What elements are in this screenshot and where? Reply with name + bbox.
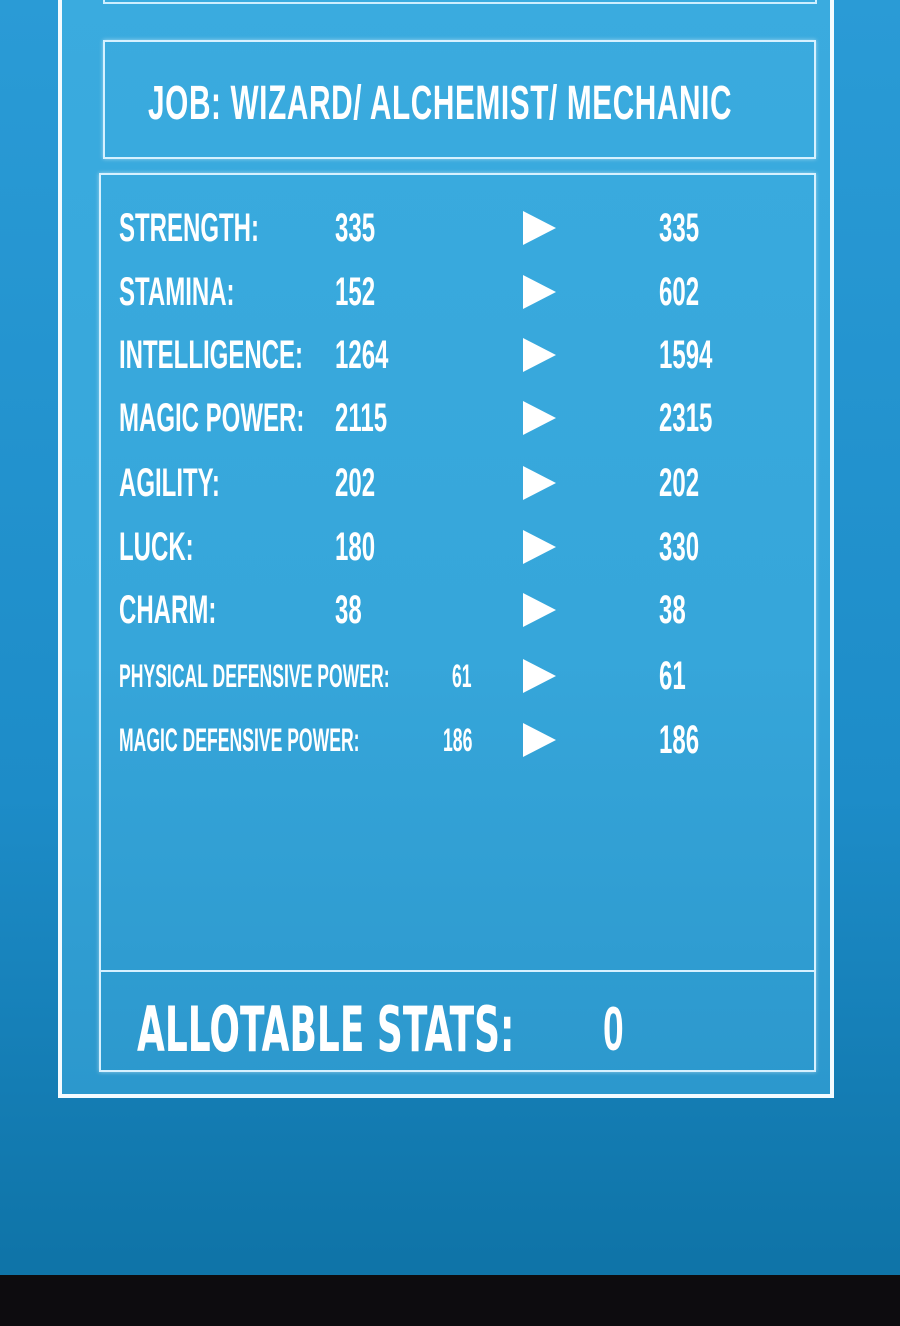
stat-before: 186: [443, 722, 473, 758]
stat-before: 1264: [335, 333, 389, 377]
stat-after: 186: [659, 718, 700, 762]
stat-label: AGILITY:: [119, 461, 220, 505]
play-triangle-icon: [523, 659, 556, 693]
play-triangle-icon: [523, 211, 556, 245]
allotable-stats-label: ALLOTABLE STATS:: [137, 993, 515, 1066]
play-triangle-icon: [523, 275, 556, 309]
play-triangle-icon: [523, 401, 556, 435]
stat-row: MAGIC DEFENSIVE POWER: 186 186: [0, 715, 900, 765]
stat-after: 602: [659, 270, 700, 314]
stat-label: PHYSICAL DEFENSIVE POWER:: [119, 658, 390, 694]
stat-row: LUCK: 180 330: [0, 522, 900, 572]
stat-after: 1594: [659, 333, 713, 377]
stat-label: CHARM:: [119, 588, 217, 632]
stat-row: MAGIC POWER: 2115 2315: [0, 393, 900, 443]
stat-before: 202: [335, 461, 376, 505]
play-triangle-icon: [523, 530, 556, 564]
stat-row: STRENGTH: 335 335: [0, 203, 900, 253]
status-window: [58, 0, 834, 1098]
stat-label: STAMINA:: [119, 270, 235, 314]
job-title: JOB: WIZARD/ ALCHEMIST/ MECHANIC: [148, 77, 733, 130]
stat-row: PHYSICAL DEFENSIVE POWER: 61 61: [0, 651, 900, 701]
allotable-stats-value: 0: [603, 995, 624, 1064]
stat-before: 335: [335, 206, 376, 250]
stat-after: 2315: [659, 396, 713, 440]
stat-label: MAGIC DEFENSIVE POWER:: [119, 722, 360, 758]
stat-row: AGILITY: 202 202: [0, 458, 900, 508]
stat-before: 2115: [335, 396, 388, 440]
stat-row: STAMINA: 152 602: [0, 267, 900, 317]
stat-label: INTELLIGENCE:: [119, 333, 304, 377]
stat-after: 330: [659, 525, 700, 569]
stat-after: 335: [659, 206, 700, 250]
stat-row: INTELLIGENCE: 1264 1594: [0, 330, 900, 380]
stat-before: 38: [335, 588, 362, 632]
stat-label: MAGIC POWER:: [119, 396, 305, 440]
stat-before: 180: [335, 525, 376, 569]
stats-box: [99, 173, 816, 1072]
black-bar: [0, 1275, 900, 1326]
job-box: [103, 40, 816, 159]
stat-label: LUCK:: [119, 525, 194, 569]
top-box: [103, 0, 817, 4]
stat-after: 38: [659, 588, 686, 632]
stat-row: CHARM: 38 38: [0, 585, 900, 635]
play-triangle-icon: [523, 466, 556, 500]
play-triangle-icon: [523, 723, 556, 757]
play-triangle-icon: [523, 338, 556, 372]
stat-after: 202: [659, 461, 700, 505]
divider: [99, 970, 816, 972]
play-triangle-icon: [523, 593, 556, 627]
stat-before: 61: [452, 658, 472, 694]
stat-label: STRENGTH:: [119, 206, 259, 250]
stat-before: 152: [335, 270, 376, 314]
stat-after: 61: [659, 654, 686, 698]
